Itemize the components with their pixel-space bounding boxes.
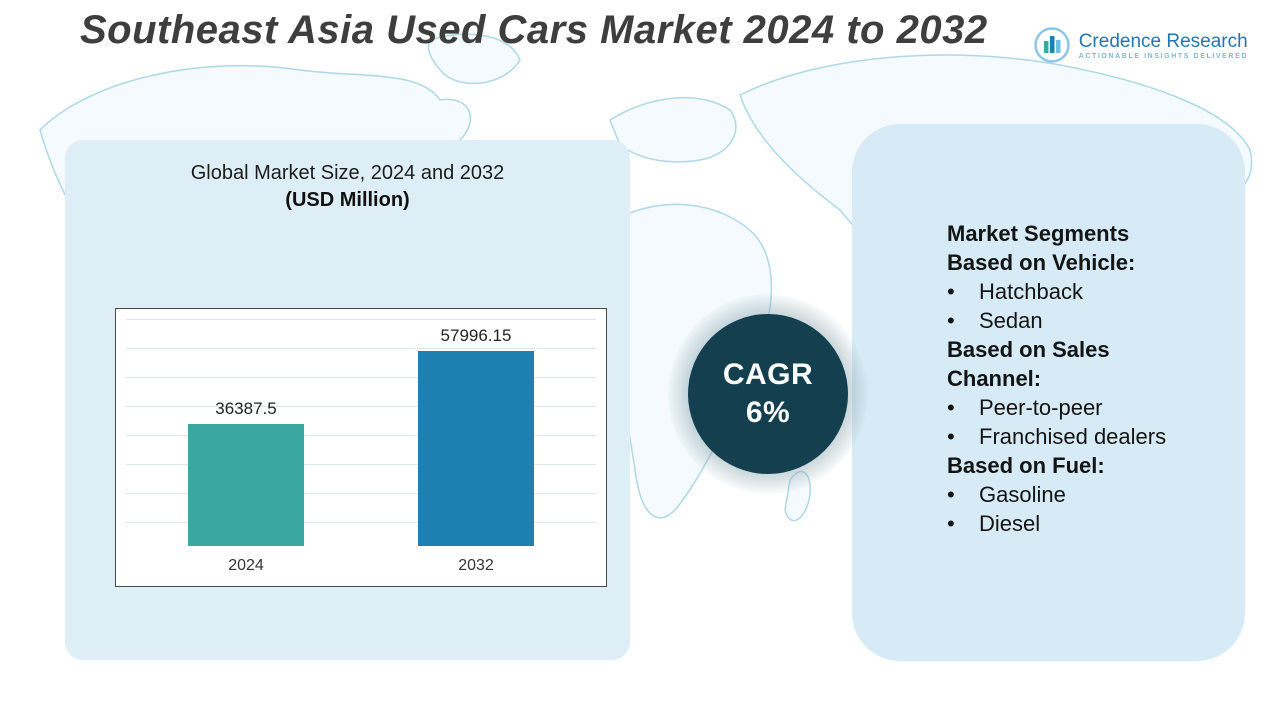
market-segments-panel: Market Segments Based on Vehicle: • Hatc… [852, 124, 1245, 661]
bar-2024 [188, 424, 304, 546]
bar-column-2032: 57996.15 2032 [418, 309, 534, 586]
logo-bars-icon [1033, 27, 1070, 63]
segments-heading: Market Segments [947, 221, 1130, 246]
logo-tagline: Actionable Insights Delivered [1078, 52, 1248, 60]
bar-value-label-2032: 57996.15 [440, 326, 512, 345]
segment-group-title-fuel: Based on Fuel: [947, 453, 1105, 478]
bar-column-2024: 36387.5 2024 [188, 309, 304, 586]
bar-2032 [418, 351, 534, 546]
market-size-panel: Global Market Size, 2024 and 2032 (USD M… [65, 140, 630, 660]
list-item: • Sedan [947, 306, 1202, 335]
bullet-icon: • [947, 308, 955, 333]
segment-item-sedan: Sedan [979, 308, 1043, 333]
list-item: • Diesel [947, 509, 1202, 538]
segment-item-diesel: Diesel [979, 511, 1041, 536]
list-item: • Hatchback [947, 277, 1202, 306]
segment-item-peer-to-peer: Peer-to-peer [979, 395, 1103, 420]
bullet-icon: • [947, 482, 955, 507]
cagr-label: CAGR [722, 358, 814, 391]
logo: Credence Research Actionable Insights De… [1033, 26, 1248, 64]
bar-chart: 36387.5 2024 57996.15 2032 [115, 308, 607, 587]
chart-title: Global Market Size, 2024 and 2032 [190, 162, 505, 184]
segment-item-hatchback: Hatchback [979, 279, 1083, 304]
cagr-badge: CAGR 6% [688, 314, 848, 474]
bar-value-label-2024: 36387.5 [215, 399, 277, 418]
list-item: • Franchised dealers [947, 422, 1202, 451]
bullet-icon: • [947, 511, 955, 536]
logo-name: Credence Research [1078, 30, 1248, 52]
segment-item-franchised-dealers: Franchised dealers [979, 424, 1167, 449]
x-axis-label-2032: 2032 [458, 557, 494, 574]
cagr-value: 6% [745, 396, 791, 429]
segment-group-title-vehicle: Based on Vehicle: [947, 250, 1136, 275]
list-item: • Gasoline [947, 480, 1202, 509]
bullet-icon: • [947, 424, 955, 449]
segment-group-title-sales-channel: Based on Sales Channel: [947, 337, 1110, 391]
bullet-icon: • [947, 395, 955, 420]
x-axis-label-2024: 2024 [228, 557, 264, 574]
segment-item-gasoline: Gasoline [979, 482, 1066, 507]
list-item: • Peer-to-peer [947, 393, 1202, 422]
page-title: Southeast Asia Used Cars Market 2024 to … [80, 8, 988, 52]
bullet-icon: • [947, 279, 955, 304]
chart-subtitle: (USD Million) [285, 189, 410, 211]
